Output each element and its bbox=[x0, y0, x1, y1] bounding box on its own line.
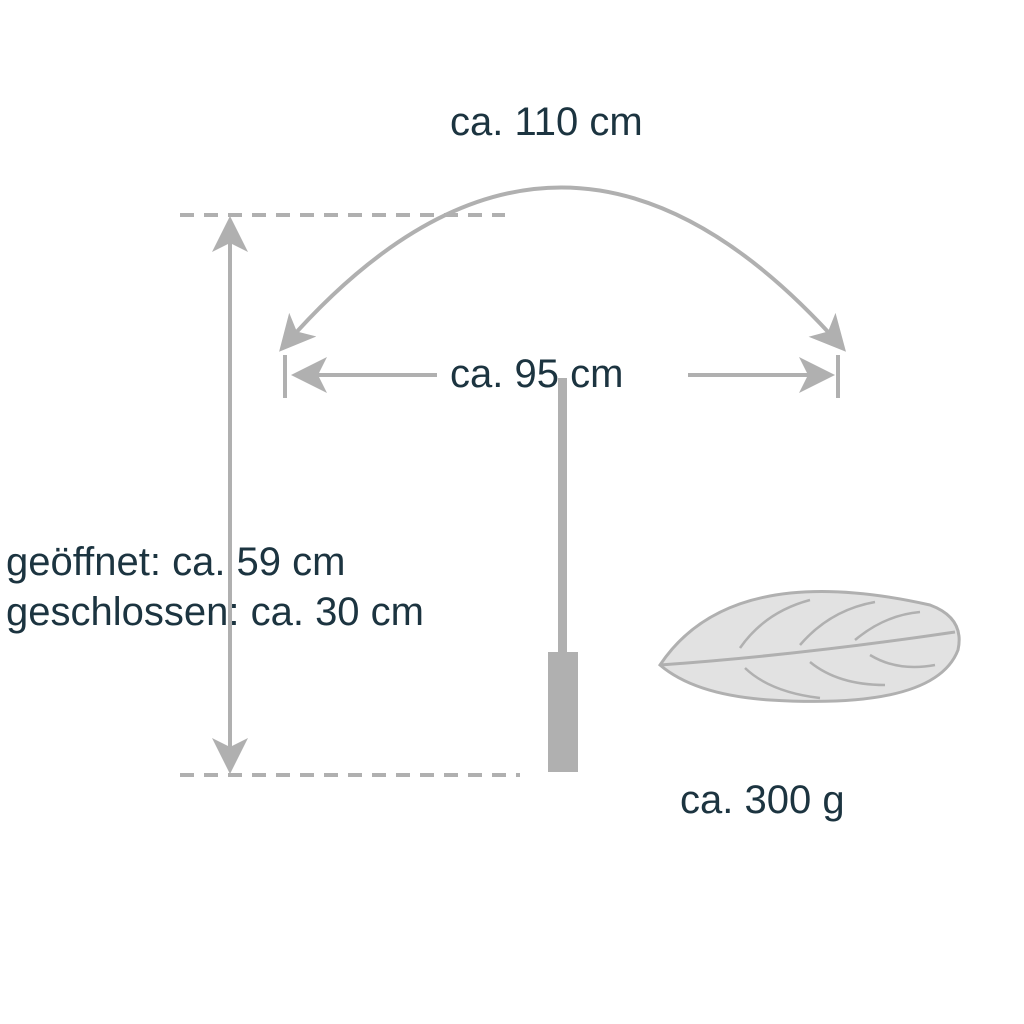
height-open-label: geöffnet: ca. 59 cm bbox=[6, 540, 345, 585]
umbrella-handle bbox=[548, 652, 578, 772]
span-dimension-label: ca. 95 cm bbox=[450, 352, 623, 397]
canopy-arc bbox=[285, 188, 840, 346]
arc-dimension-label: ca. 110 cm bbox=[450, 100, 643, 145]
height-closed-label: geschlossen: ca. 30 cm bbox=[6, 590, 424, 635]
weight-label: ca. 300 g bbox=[680, 778, 845, 823]
feather-icon bbox=[660, 592, 959, 702]
umbrella-shaft bbox=[558, 378, 567, 654]
umbrella-dimension-diagram bbox=[0, 0, 1024, 1024]
